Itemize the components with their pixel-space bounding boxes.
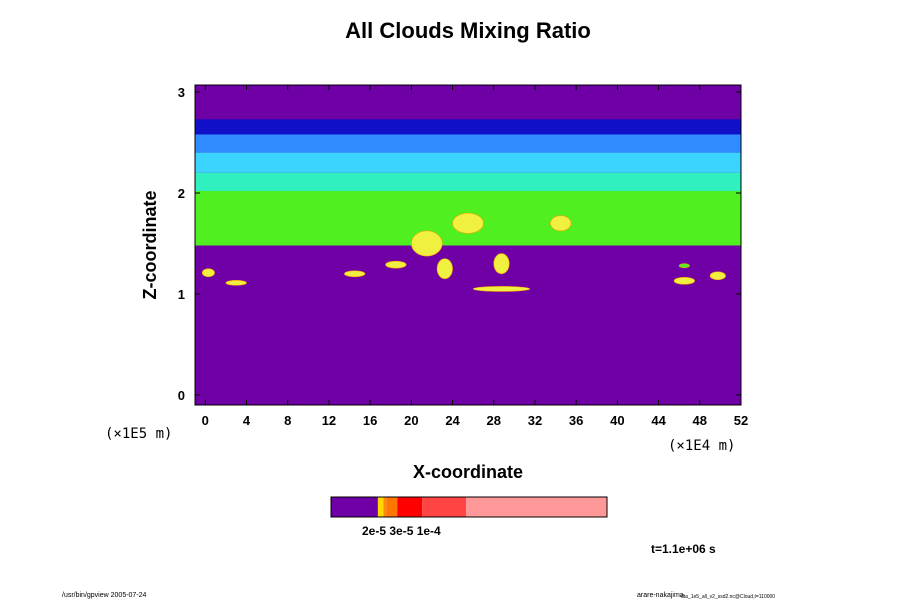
cloud-blob bbox=[472, 286, 531, 292]
time-label: t=1.1e+06 s bbox=[651, 542, 716, 556]
cloud-blob bbox=[452, 212, 484, 234]
plot-area bbox=[195, 85, 741, 405]
x-axis-unit: (×1E4 m) bbox=[668, 438, 735, 454]
cloud-blob bbox=[436, 258, 453, 280]
chart-title: All Clouds Mixing Ratio bbox=[345, 18, 591, 43]
cloud-blob bbox=[411, 230, 443, 257]
x-tick-label: 4 bbox=[243, 413, 251, 428]
cloud-layer bbox=[195, 152, 741, 173]
cloud-layer bbox=[195, 119, 741, 135]
x-tick-label: 52 bbox=[734, 413, 748, 428]
footer-left: /usr/bin/gpview 2005-07-24 bbox=[62, 592, 147, 599]
cloud-layer bbox=[195, 172, 741, 191]
colorbar-label: 2e-5 3e-5 1e-4 bbox=[362, 524, 441, 538]
cloud-blob bbox=[493, 253, 510, 275]
y-tick-label: 3 bbox=[178, 85, 185, 100]
x-tick-label: 12 bbox=[322, 413, 336, 428]
y-axis-unit: (×1E5 m) bbox=[105, 426, 172, 442]
x-tick-label: 8 bbox=[284, 413, 291, 428]
x-axis-ticks: 0 4 8 12 16 20 24 28 32 36 40 44 48 52 bbox=[202, 85, 748, 428]
x-tick-label: 24 bbox=[445, 413, 460, 428]
x-axis-title: X-coordinate bbox=[413, 462, 523, 482]
colorbar-swatch bbox=[377, 497, 384, 517]
colorbar-swatch bbox=[383, 497, 387, 517]
y-axis-title: Z-coordinate bbox=[140, 190, 160, 299]
x-tick-label: 20 bbox=[404, 413, 418, 428]
colorbar-swatch bbox=[331, 497, 378, 517]
x-tick-label: 32 bbox=[528, 413, 542, 428]
plot-frame bbox=[194, 84, 742, 406]
cloud-blob bbox=[385, 260, 407, 269]
colorbar-swatch bbox=[397, 497, 423, 517]
footer-right-sub: dta_1e5_all_v2_ssd2.nc@Cloud,t=110000 bbox=[681, 594, 775, 600]
colorbar bbox=[330, 496, 608, 518]
cloud-blob bbox=[673, 277, 695, 285]
x-tick-label: 36 bbox=[569, 413, 583, 428]
y-tick-label: 2 bbox=[178, 186, 185, 201]
colorbar-frame bbox=[330, 496, 608, 518]
cloud-blob bbox=[709, 271, 726, 281]
x-tick-label: 48 bbox=[693, 413, 707, 428]
cloud-blob bbox=[344, 270, 366, 278]
cloud-blob bbox=[201, 268, 215, 278]
colorbar-swatch bbox=[422, 497, 467, 517]
cloud-blob bbox=[678, 263, 690, 269]
cloud-blob bbox=[550, 215, 572, 232]
y-axis-ticks: 0 1 2 3 bbox=[178, 85, 741, 403]
cloud-layer bbox=[195, 134, 741, 153]
colorbar-swatch bbox=[466, 497, 607, 517]
x-tick-label: 44 bbox=[651, 413, 666, 428]
cloud-blob bbox=[225, 280, 247, 286]
y-tick-label: 1 bbox=[178, 287, 185, 302]
x-tick-label: 28 bbox=[487, 413, 501, 428]
colorbar-swatch bbox=[386, 497, 398, 517]
y-tick-label: 0 bbox=[178, 388, 185, 403]
x-tick-label: 16 bbox=[363, 413, 377, 428]
footer-right-main: arare-nakajima bbox=[637, 592, 684, 599]
x-tick-label: 40 bbox=[610, 413, 624, 428]
x-tick-label: 0 bbox=[202, 413, 209, 428]
